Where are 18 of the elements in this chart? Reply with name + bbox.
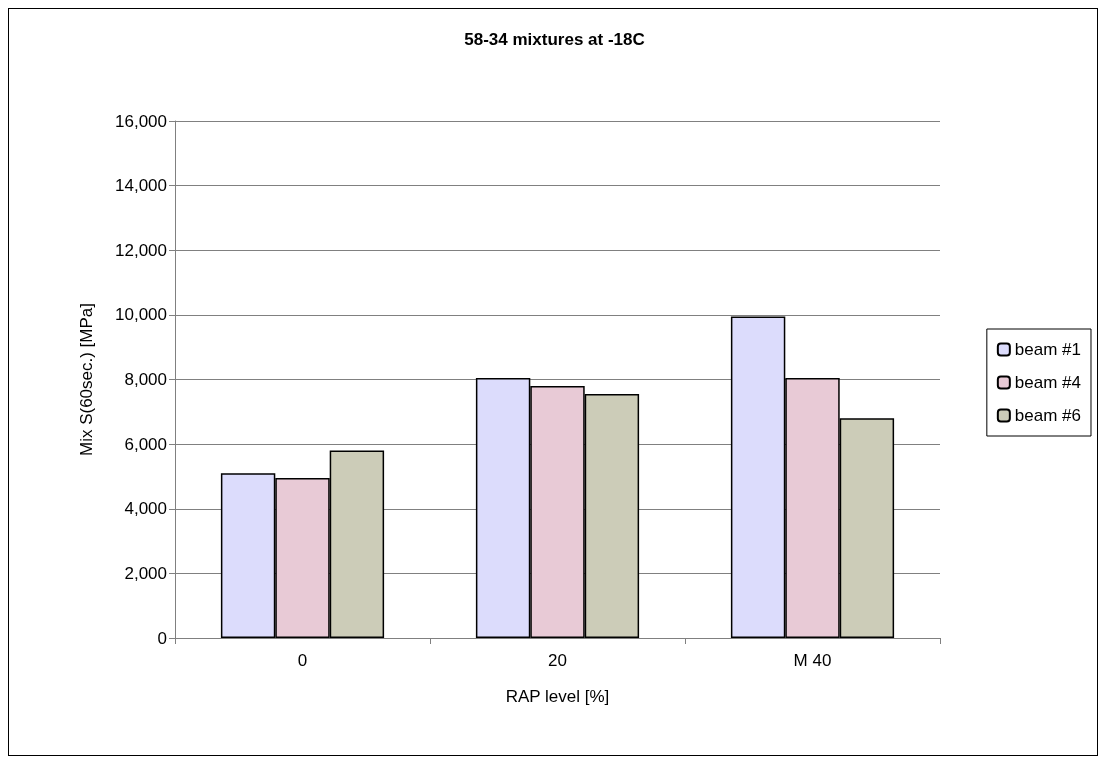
y-tick-label: 6,000 (124, 434, 167, 454)
x-tick-label: M 40 (793, 651, 832, 670)
y-tick-label: 4,000 (124, 499, 167, 519)
y-tick-label: 2,000 (124, 563, 167, 583)
chart-title: 58-34 mixtures at -18C (464, 30, 645, 49)
y-tick-label: 14,000 (115, 176, 167, 196)
y-tick-label: 8,000 (124, 370, 167, 389)
x-axis-title: RAP level [%] (505, 687, 610, 706)
y-axis-title: Mix S(60sec.) [MPa] (77, 302, 96, 457)
y-tick-label: 0 (157, 628, 167, 648)
y-tick-label: 12,000 (115, 240, 167, 260)
x-tick-label: 0 (297, 651, 308, 670)
y-tick-label: 10,000 (115, 305, 167, 325)
legend-label: beam #4 (1014, 373, 1082, 392)
legend-label: beam #6 (1014, 406, 1082, 425)
legend-label: beam #1 (1014, 340, 1082, 359)
x-tick-label: 20 (548, 651, 567, 670)
y-tick-label: 16,000 (115, 111, 167, 131)
